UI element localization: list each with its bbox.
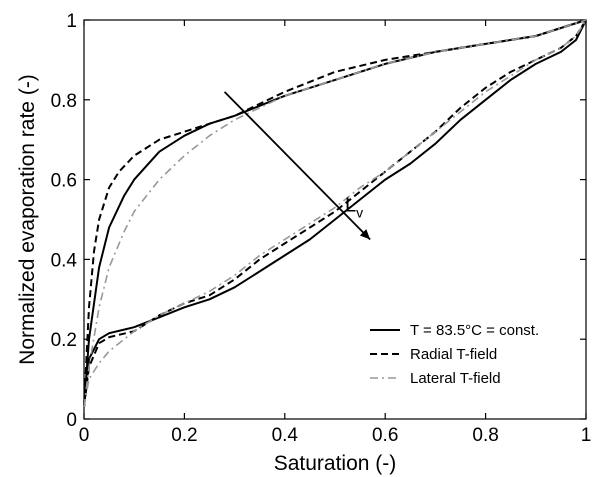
plot-frame — [83, 19, 587, 420]
x-tick-label: 0 — [79, 425, 90, 446]
y-tick-label: 0.2 — [51, 330, 77, 351]
series-0 — [83, 19, 587, 408]
series-line-lower — [83, 19, 587, 408]
x-tick-label: 0.2 — [171, 425, 197, 446]
y-tick-label: 1 — [66, 11, 77, 32]
legend: T = 83.5°C = const. Radial T-field Lateral… — [370, 322, 539, 387]
series-line-upper — [83, 19, 587, 408]
y-tick-label: 0 — [66, 410, 77, 431]
x-tick-label: 1 — [581, 425, 592, 446]
series-layer — [83, 19, 587, 408]
legend-label: T = 83.5°C = const. — [410, 322, 539, 339]
legend-label: Lateral T-field — [410, 370, 501, 387]
series-line-lower — [83, 19, 587, 408]
x-tick-label: 0.6 — [372, 425, 398, 446]
y-axis-title: Normalized evaporation rate (-) — [16, 74, 39, 365]
x-tick-label: 0.8 — [472, 425, 498, 446]
annotation-arrow-head — [359, 229, 371, 240]
y-tick-label: 0.4 — [51, 250, 78, 271]
y-tick-label: 0.6 — [51, 171, 77, 192]
x-axis-title: Saturation (-) — [274, 452, 397, 475]
series-1 — [83, 19, 587, 408]
annotation-layer: Lv — [223, 91, 371, 241]
series-2 — [83, 19, 587, 408]
x-tick-label: 0.4 — [272, 425, 299, 446]
annotation-arrow-line — [223, 91, 371, 241]
series-line-upper — [83, 19, 587, 408]
annotation-label-subscript: v — [356, 205, 363, 221]
series-line-upper — [83, 19, 587, 408]
y-tick-label: 0.8 — [51, 91, 77, 112]
legend-label: Radial T-field — [410, 346, 497, 363]
tick-layer: 0 0.2 0.4 0.6 0.8 1 0 0.2 0.4 0.6 0.8 1 — [51, 11, 592, 446]
series-line-lower — [83, 19, 587, 408]
